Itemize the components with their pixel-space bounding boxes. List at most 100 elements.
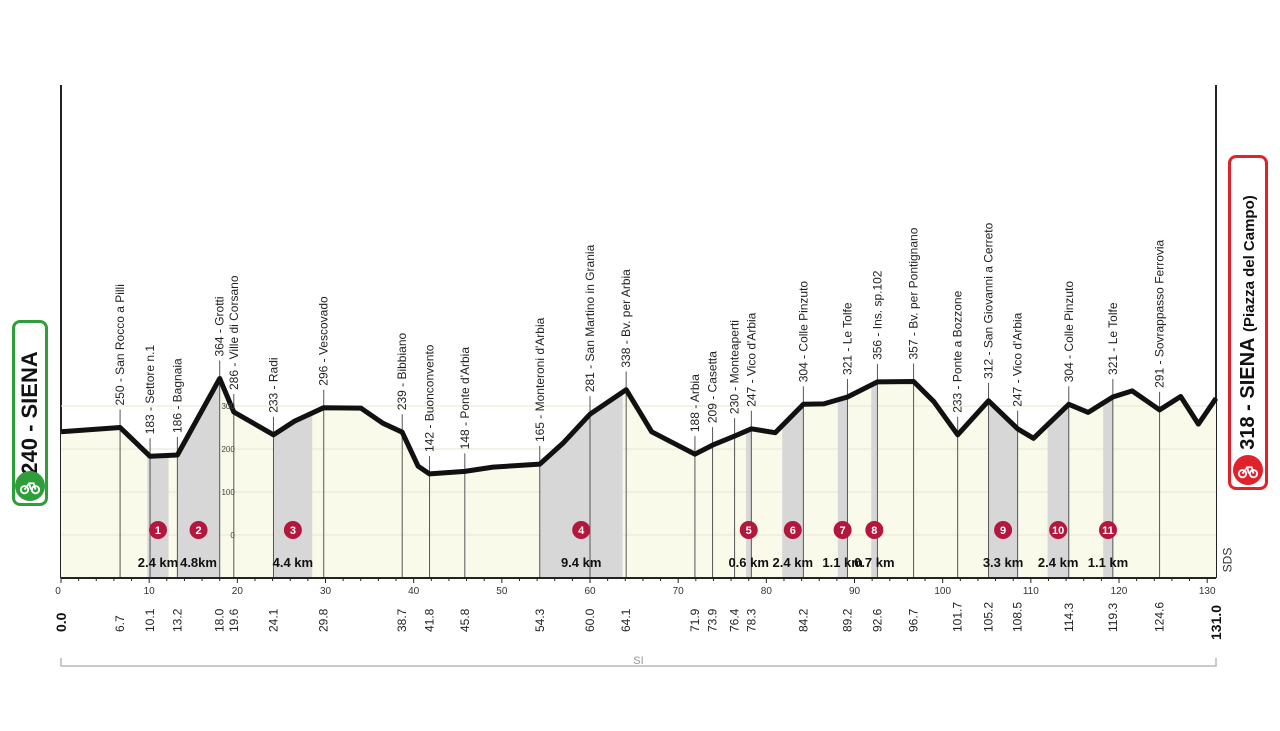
bicycle-icon [15, 471, 45, 501]
sector-length: 4.4 km [273, 555, 313, 570]
sector-length: 2.4 km [1038, 555, 1078, 570]
sector-length: 0.7 km [854, 555, 894, 570]
sector-number: 6 [790, 525, 796, 537]
start-badge: 240 - SIENA [12, 320, 48, 506]
altitude-tick-label: 200 [221, 445, 235, 454]
waypoint-name: 165 - Monteroni d'Arbia [533, 317, 547, 442]
waypoint-km: 96.7 [907, 608, 921, 632]
waypoint-name: 247 - Vico d'Arbia [744, 312, 758, 406]
sector-number: 5 [746, 525, 752, 537]
total-km-label: 131.0 [1208, 605, 1224, 640]
waypoint-name: 281 - San Martino in Grania [583, 244, 597, 392]
sector-shading [539, 380, 623, 578]
sector-number-marker [572, 521, 591, 539]
waypoint-name: 230 - Monteaperti [728, 320, 742, 414]
waypoint-name: 250 - San Rocco a Pilli [113, 284, 127, 405]
waypoint-name: 356 - Ins. sp.102 [870, 270, 884, 360]
waypoint-km: 64.1 [619, 608, 633, 632]
waypoint-km: 41.8 [423, 608, 437, 632]
finish-badge: 318 - SIENA (Piazza del Campo) [1228, 155, 1268, 490]
sector-number: 11 [1102, 525, 1114, 537]
sector-number-marker [739, 521, 758, 539]
province-bracket [60, 658, 1217, 667]
sector-number-marker [1049, 521, 1068, 539]
waypoint-km: 114.3 [1062, 603, 1076, 632]
start-label: 240 - SIENA [17, 351, 42, 475]
waypoint-km: 24.1 [266, 608, 280, 632]
waypoint-name: 209 - Casetta [706, 351, 720, 423]
sds-logo: SDS [1220, 547, 1234, 573]
waypoint-name: 321 - Le Tolfe [1106, 302, 1120, 375]
sector-length: 2.4 km [138, 555, 178, 570]
altitude-tick-label: 300 [221, 402, 235, 411]
waypoint-name: 142 - Buonconvento [423, 344, 437, 452]
sector-shading [871, 380, 878, 578]
waypoint-km: 108.5 [1011, 602, 1025, 632]
distance-tick-label: 50 [496, 586, 508, 597]
profile-area [61, 378, 1216, 578]
finish-place: (Piazza del Campo) [1240, 195, 1258, 332]
waypoint-name: 188 - Arbia [688, 374, 702, 432]
sector-number-marker [148, 521, 167, 539]
waypoint-km: 76.4 [728, 608, 742, 632]
waypoint-name: 364 - Grotti [213, 296, 227, 356]
waypoint-km: 71.9 [688, 608, 702, 632]
altitude-tick-label: 100 [221, 488, 235, 497]
distance-tick-label: 30 [320, 586, 332, 597]
sector-shading [1103, 380, 1113, 578]
distance-tick-label: 70 [673, 586, 685, 597]
sector-length: 3.3 km [983, 555, 1023, 570]
waypoint-name: 296 - Vescovado [317, 296, 331, 386]
waypoint-name: 186 - Bagnaia [170, 358, 184, 433]
altitude-tick-label: 0 [230, 531, 235, 540]
start-km-label: 0.0 [53, 612, 69, 632]
distance-tick-label: 110 [1023, 586, 1039, 597]
waypoint-name: 286 - Ville di Corsano [227, 275, 241, 390]
waypoint-km: 78.3 [744, 608, 758, 632]
waypoint-km: 84.2 [796, 608, 810, 632]
sector-length: 2.4 km [773, 555, 813, 570]
sector-number: 3 [290, 525, 296, 537]
waypoint-name: 183 - Settore n.1 [143, 345, 157, 435]
waypoint-km: 92.6 [870, 608, 884, 632]
sector-length: 0.6 km [728, 555, 768, 570]
waypoint-km: 54.3 [533, 608, 547, 632]
distance-tick-label: 40 [408, 586, 420, 597]
sector-length: 9.4 km [561, 555, 601, 570]
waypoint-km: 101.7 [951, 602, 965, 632]
waypoint-km: 18.0 [213, 608, 227, 632]
waypoint-km: 45.8 [458, 608, 472, 632]
waypoint-name: 304 - Colle Pinzuto [796, 281, 810, 383]
sector-number-marker [994, 521, 1013, 539]
sector-number-marker [783, 521, 802, 539]
waypoint-km: 60.0 [583, 608, 597, 632]
sector-shading [837, 380, 848, 578]
sector-shading [746, 380, 752, 578]
waypoint-km: 119.3 [1106, 603, 1120, 632]
distance-tick-label: 100 [934, 586, 951, 597]
waypoint-name: 291 - Sovrappasso Ferrovia [1153, 239, 1167, 387]
waypoint-name: 233 - Ponte a Bozzone [951, 290, 965, 412]
distance-tick-label: 80 [761, 586, 773, 597]
distance-tick-label: 60 [584, 586, 596, 597]
distance-tick-label: 0 [55, 586, 61, 597]
waypoint-km: 29.8 [317, 608, 331, 632]
sector-number-marker [189, 521, 208, 539]
finish-city: 318 - SIENA [1236, 337, 1259, 450]
finish-label: 318 - SIENA (Piazza del Campo) [1237, 195, 1260, 450]
waypoint-km: 124.6 [1153, 602, 1167, 632]
waypoint-name: 239 - Bibbiano [395, 333, 409, 411]
waypoint-name: 338 - Bv. per Arbia [619, 269, 633, 368]
waypoint-name: 233 - Radi [266, 357, 280, 412]
sector-number: 2 [195, 525, 201, 537]
sector-number: 8 [871, 525, 877, 537]
sector-length: 4.8km [180, 555, 217, 570]
sector-number-marker [833, 521, 852, 539]
distance-tick-label: 90 [849, 586, 861, 597]
waypoint-km: 105.2 [982, 602, 996, 632]
distance-tick-label: 20 [232, 586, 244, 597]
waypoint-km: 19.6 [227, 608, 241, 632]
waypoint-name: 312 - San Giovanni a Cerreto [982, 222, 996, 378]
waypoint-km: 10.1 [143, 608, 157, 632]
